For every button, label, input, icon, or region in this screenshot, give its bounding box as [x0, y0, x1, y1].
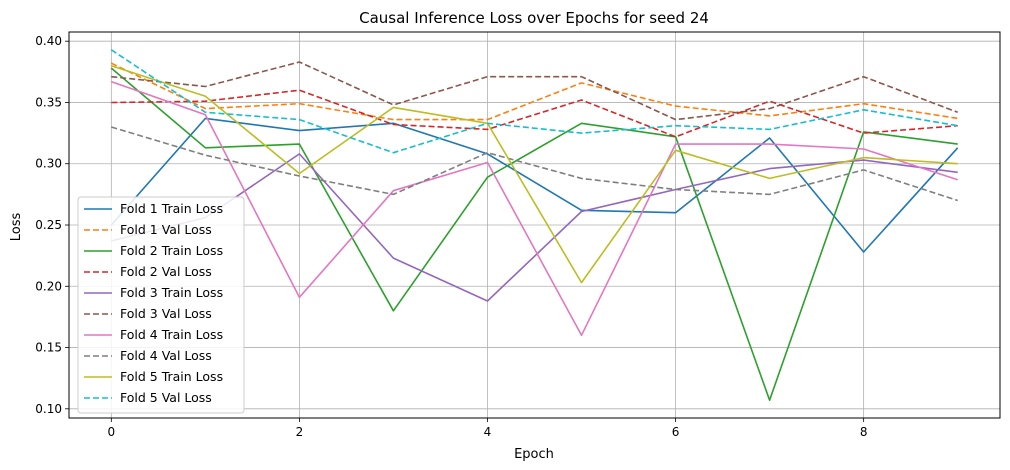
legend-label: Fold 1 Train Loss	[120, 201, 223, 216]
x-tick-label: 2	[296, 425, 304, 439]
legend-label: Fold 4 Train Loss	[120, 327, 223, 342]
series-lines	[110, 49, 959, 402]
series-line-5	[111, 153, 958, 302]
y-tick-label: 0.25	[35, 218, 62, 232]
series-line-1	[110, 117, 959, 253]
series-line-6	[111, 61, 958, 121]
series-line-4	[111, 89, 958, 138]
series-line-9	[111, 64, 958, 284]
legend-label: Fold 1 Val Loss	[120, 222, 212, 237]
y-axis-label: Loss	[9, 213, 24, 242]
y-tick-label: 0.30	[35, 157, 62, 171]
legend-label: Fold 4 Val Loss	[120, 348, 212, 363]
legend-label: Fold 3 Train Loss	[120, 285, 223, 300]
x-tick-label: 4	[484, 425, 492, 439]
series-line-3	[110, 67, 958, 402]
legend-label: Fold 3 Val Loss	[120, 306, 212, 321]
y-tick-label: 0.20	[35, 279, 62, 293]
x-axis-ticks: 0 2 4 6 8	[107, 418, 867, 439]
legend-label: Fold 2 Val Loss	[120, 264, 212, 279]
x-tick-label: 6	[672, 425, 680, 439]
y-axis-ticks: 0.10 0.15 0.20 0.25 0.30 0.35 0.40	[35, 34, 69, 416]
legend-label: Fold 5 Val Loss	[120, 390, 212, 405]
series-line-2	[110, 62, 958, 121]
x-tick-label: 0	[107, 425, 115, 439]
y-tick-label: 0.40	[35, 34, 62, 48]
legend: Fold 1 Train Loss Fold 1 Val Loss Fold 2 T…	[77, 196, 245, 414]
y-tick-label: 0.15	[35, 341, 62, 355]
x-axis-label: Epoch	[514, 447, 554, 462]
series-line-7	[111, 80, 958, 337]
legend-label: Fold 5 Train Loss	[120, 369, 223, 384]
series-line-8	[111, 126, 958, 202]
y-tick-label: 0.35	[35, 95, 62, 109]
x-tick-label: 8	[860, 425, 868, 439]
y-tick-label: 0.10	[35, 402, 62, 416]
chart-title: Causal Inference Loss over Epochs for se…	[359, 9, 709, 27]
series-line-10	[110, 49, 958, 154]
legend-label: Fold 2 Train Loss	[120, 243, 223, 258]
legend-box	[77, 196, 245, 414]
